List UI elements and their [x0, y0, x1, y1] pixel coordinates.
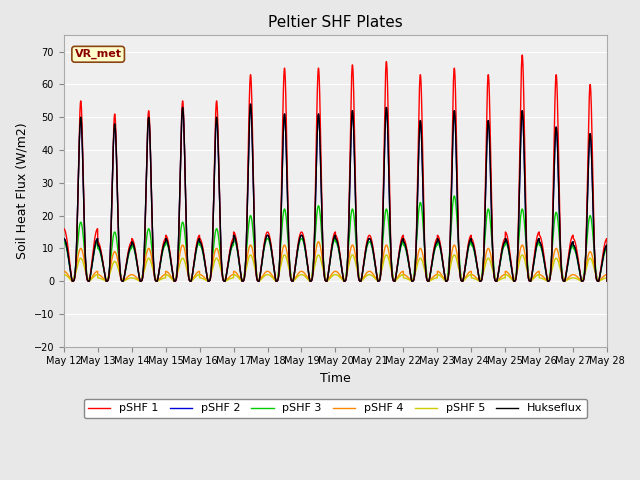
pSHF 1 — [518, 52, 526, 58]
Line: pSHF 1: pSHF 1 — [64, 55, 607, 281]
pSHF 4 — [60, 268, 68, 274]
X-axis label: Time: Time — [320, 372, 351, 385]
Hukseflux — [525, 278, 533, 284]
Hukseflux — [604, 278, 611, 284]
pSHF 1 — [604, 278, 611, 284]
Title: Peltier SHF Plates: Peltier SHF Plates — [268, 15, 403, 30]
Line: pSHF 2: pSHF 2 — [64, 104, 607, 281]
pSHF 3 — [604, 278, 611, 284]
Text: VR_met: VR_met — [75, 49, 122, 60]
Legend: pSHF 1, pSHF 2, pSHF 3, pSHF 4, pSHF 5, Hukseflux: pSHF 1, pSHF 2, pSHF 3, pSHF 4, pSHF 5, … — [84, 399, 588, 418]
pSHF 3 — [511, 276, 519, 282]
pSHF 3 — [173, 272, 180, 278]
Line: pSHF 4: pSHF 4 — [64, 242, 607, 281]
pSHF 2 — [484, 118, 492, 124]
pSHF 1 — [60, 226, 68, 231]
pSHF 4 — [484, 246, 492, 252]
pSHF 5 — [60, 272, 68, 277]
Line: pSHF 5: pSHF 5 — [64, 255, 607, 281]
pSHF 1 — [173, 276, 180, 282]
Hukseflux — [173, 275, 180, 281]
Hukseflux — [356, 278, 364, 284]
pSHF 1 — [525, 278, 533, 284]
pSHF 2 — [511, 278, 519, 284]
pSHF 5 — [356, 276, 364, 282]
pSHF 2 — [385, 165, 392, 170]
pSHF 4 — [356, 276, 364, 282]
Line: pSHF 3: pSHF 3 — [64, 196, 607, 281]
pSHF 1 — [484, 72, 492, 78]
pSHF 2 — [60, 236, 68, 241]
Y-axis label: Soil Heat Flux (W/m2): Soil Heat Flux (W/m2) — [15, 123, 28, 259]
Hukseflux — [247, 101, 255, 107]
Hukseflux — [60, 236, 68, 241]
pSHF 4 — [385, 249, 392, 254]
pSHF 2 — [525, 278, 533, 284]
pSHF 3 — [451, 193, 458, 199]
pSHF 1 — [356, 278, 364, 284]
Hukseflux — [511, 278, 519, 284]
pSHF 4 — [511, 276, 519, 282]
pSHF 4 — [173, 272, 180, 278]
pSHF 5 — [518, 252, 526, 258]
pSHF 4 — [525, 276, 533, 281]
pSHF 3 — [385, 220, 392, 226]
pSHF 3 — [356, 276, 364, 281]
pSHF 4 — [315, 239, 323, 245]
pSHF 5 — [511, 277, 519, 283]
pSHF 5 — [525, 276, 533, 282]
pSHF 3 — [525, 275, 533, 281]
pSHF 1 — [385, 134, 392, 140]
Hukseflux — [385, 165, 392, 170]
pSHF 3 — [60, 239, 68, 245]
pSHF 5 — [604, 278, 611, 284]
Hukseflux — [484, 118, 492, 124]
pSHF 2 — [247, 101, 255, 107]
pSHF 5 — [173, 275, 180, 280]
pSHF 3 — [484, 206, 492, 212]
pSHF 4 — [604, 278, 611, 284]
pSHF 2 — [356, 278, 364, 284]
pSHF 2 — [604, 278, 611, 284]
Line: Hukseflux: Hukseflux — [64, 104, 607, 281]
pSHF 5 — [385, 256, 392, 262]
pSHF 2 — [173, 275, 180, 281]
pSHF 1 — [511, 278, 519, 284]
pSHF 5 — [484, 255, 492, 261]
